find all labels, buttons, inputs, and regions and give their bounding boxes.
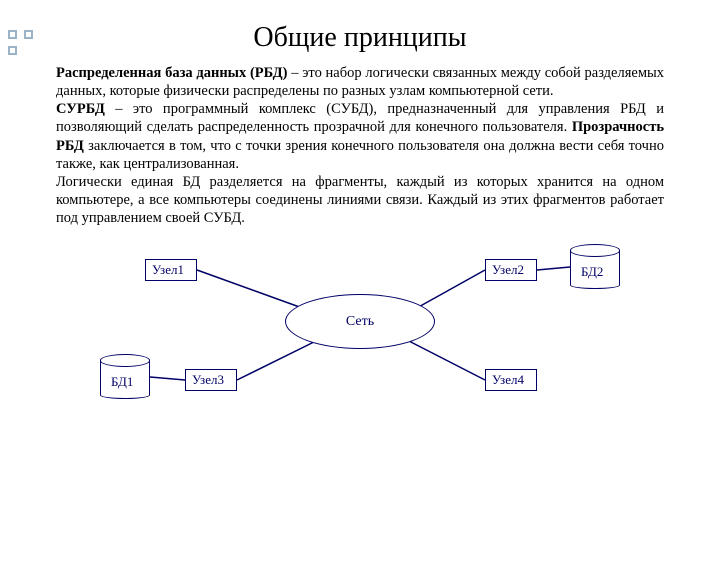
node-3: Узел3 <box>185 369 237 391</box>
term-surbd: СУРБД <box>56 101 105 117</box>
db-2-label: БД2 <box>581 264 603 280</box>
node-2-label: Узел2 <box>492 262 524 277</box>
db-1: БД1 <box>100 354 150 399</box>
page-title: Общие принципы <box>0 22 720 54</box>
diagram: Сеть Узел1 Узел2 Узел3 Узел4 БД1 БД2 <box>70 239 650 424</box>
db-1-label: БД1 <box>111 374 133 390</box>
node-4-label: Узел4 <box>492 372 524 387</box>
body-text: Распределенная база данных (РБД) – это н… <box>56 64 664 227</box>
node-2: Узел2 <box>485 259 537 281</box>
term-rbd: Распределенная база данных (РБД) <box>56 65 288 81</box>
text-3: Логически единая БД разделяется на фрагм… <box>56 174 664 226</box>
network-ellipse: Сеть <box>285 294 435 349</box>
node-3-label: Узел3 <box>192 372 224 387</box>
node-1-label: Узел1 <box>152 262 184 277</box>
network-label: Сеть <box>346 314 374 330</box>
node-4: Узел4 <box>485 369 537 391</box>
node-1: Узел1 <box>145 259 197 281</box>
text-2d: заключается в том, что с точки зрения ко… <box>56 138 664 172</box>
db-2: БД2 <box>570 244 620 289</box>
